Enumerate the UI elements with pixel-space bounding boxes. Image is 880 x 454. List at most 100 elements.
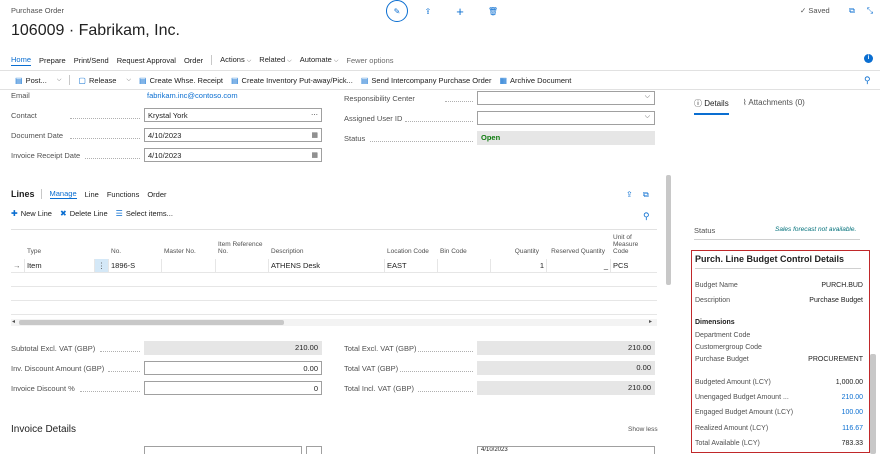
inv-discount-amount-field[interactable]: 0.00 xyxy=(144,361,322,375)
check-icon: ✓ xyxy=(800,6,807,15)
invoice-receipt-date-field[interactable]: 4/10/2023 ▦ xyxy=(144,148,322,162)
assigned-user-select[interactable]: ⌵ xyxy=(477,111,655,125)
engaged-amount-row: Engaged Budget Amount (LCY) 100.00 xyxy=(695,408,863,416)
menu-related[interactable]: Related ⌵ xyxy=(259,55,292,64)
contact-field[interactable]: Krystal York ⋯ xyxy=(144,108,322,122)
menu-print-send[interactable]: Print/Send xyxy=(73,55,109,65)
post-dropdown[interactable]: ⌵ xyxy=(55,77,62,84)
tab-manage[interactable]: Manage xyxy=(49,189,77,199)
cell-reserved-quantity[interactable]: _ xyxy=(546,259,610,273)
cell-type[interactable]: Item xyxy=(24,259,94,273)
document-icon: ▤ xyxy=(230,75,239,85)
total-available-row: Total Available (LCY) 783.33 xyxy=(695,439,863,447)
menu-prepare[interactable]: Prepare xyxy=(39,55,66,65)
tab-details[interactable]: ⓘ Details xyxy=(694,98,729,115)
send-intercompany-button[interactable]: ▤ Send Intercompany Purchase Order xyxy=(360,75,492,85)
scroll-left-icon[interactable]: ◂ xyxy=(12,319,16,325)
new-line-button[interactable]: ✚ New Line xyxy=(11,209,52,218)
personalize-icon[interactable]: ⚲ xyxy=(643,211,650,221)
email-value[interactable]: fabrikam.inc@contoso.com xyxy=(147,91,238,100)
menu-automate[interactable]: Automate ⌵ xyxy=(299,55,339,64)
assigned-user-label: Assigned User ID xyxy=(344,114,403,123)
col-header-bin-code[interactable]: Bin Code xyxy=(440,247,467,255)
leader-dots xyxy=(445,101,473,102)
scroll-right-icon[interactable]: ▸ xyxy=(649,319,653,325)
cell-no[interactable]: 1896-S xyxy=(108,259,161,273)
calendar-icon[interactable]: ▦ xyxy=(311,152,318,159)
factbox-status-value[interactable]: Sales forecast not available. xyxy=(775,226,857,233)
empty-row[interactable] xyxy=(11,301,657,315)
menu-actions[interactable]: Actions ⌵ xyxy=(220,55,252,64)
lines-toolbar: ✚ New Line ✖ Delete Line ☰ Select items... xyxy=(11,209,181,218)
cell-item-reference-no[interactable] xyxy=(215,259,268,273)
tab-functions[interactable]: Functions xyxy=(106,189,140,199)
invoice-discount-pct-field[interactable]: 0 xyxy=(144,381,322,395)
row-menu-icon[interactable]: ⋮ xyxy=(94,259,108,273)
release-button[interactable]: ▢ Release xyxy=(78,75,117,85)
cell-quantity[interactable]: 1 xyxy=(490,259,546,273)
lines-horizontal-scrollbar[interactable] xyxy=(11,319,657,326)
col-header-no[interactable]: No. xyxy=(111,247,122,255)
post-button[interactable]: ▤ Post... xyxy=(15,75,47,85)
show-less-link[interactable]: Show less xyxy=(628,426,658,433)
open-new-window-icon: ⧉ xyxy=(849,6,855,15)
menu-request-approval[interactable]: Request Approval xyxy=(116,55,176,65)
document-date-field[interactable]: 4/10/2023 ▦ xyxy=(144,128,322,142)
info-icon[interactable]: i xyxy=(864,54,873,63)
factbox-scrollbar-thumb[interactable] xyxy=(870,354,876,454)
invoice-detail-button[interactable] xyxy=(306,446,322,454)
release-dropdown[interactable]: ⌵ xyxy=(124,77,131,84)
archive-document-button[interactable]: ▦ Archive Document xyxy=(499,75,572,85)
menu-home[interactable]: Home xyxy=(11,54,32,66)
tab-attachments[interactable]: ⌇ Attachments (0) xyxy=(742,98,805,107)
select-items-button[interactable]: ☰ Select items... xyxy=(115,209,173,218)
calendar-icon[interactable]: ▦ xyxy=(311,132,318,139)
tab-line[interactable]: Line xyxy=(84,189,99,199)
empty-row[interactable] xyxy=(11,273,657,287)
responsibility-center-select[interactable]: ⌵ xyxy=(477,91,655,105)
chevron-down-icon: ⌵ xyxy=(287,58,292,64)
invoice-detail-date-field[interactable]: 4/10/2023 xyxy=(477,446,655,454)
open-new-window-button[interactable]: ⧉ xyxy=(846,5,858,17)
cell-bin-code[interactable] xyxy=(437,259,490,273)
cell-unit-of-measure[interactable]: PCS xyxy=(610,259,657,273)
col-header-quantity[interactable]: Quantity xyxy=(514,247,539,255)
expand-icon[interactable]: ⧉ xyxy=(643,190,649,199)
col-header-reserved-quantity[interactable]: Reserved Quantity xyxy=(551,247,605,255)
main-scrollbar-thumb[interactable] xyxy=(666,175,671,285)
delete-line-icon: ✖ xyxy=(59,209,67,218)
new-button[interactable]: + xyxy=(454,4,466,19)
edit-button[interactable]: ✎ xyxy=(386,0,408,22)
empty-row[interactable] xyxy=(11,287,657,301)
create-inventory-putaway-button[interactable]: ▤ Create Inventory Put-away/Pick... xyxy=(230,75,353,85)
status-label: Status xyxy=(344,134,366,143)
create-whse-receipt-button[interactable]: ▤ Create Whse. Receipt xyxy=(139,75,223,85)
col-header-master-no[interactable]: Master No. xyxy=(164,247,196,255)
document-date-label: Document Date xyxy=(11,131,64,140)
delete-line-button[interactable]: ✖ Delete Line xyxy=(59,209,108,218)
cell-master-no[interactable] xyxy=(161,259,215,273)
col-header-unit-of-measure[interactable]: Unit of Measure Code xyxy=(613,233,639,255)
share-icon[interactable]: ⇪ xyxy=(626,190,633,199)
col-header-item-reference-no[interactable]: Item Reference No. xyxy=(218,240,263,255)
invoice-receipt-date-label: Invoice Receipt Date xyxy=(11,151,81,160)
invoice-detail-field[interactable] xyxy=(144,446,302,454)
more-icon[interactable]: ⋯ xyxy=(311,112,318,119)
cell-description[interactable]: ATHENS Desk xyxy=(268,259,384,273)
menu-fewer-options[interactable]: Fewer options xyxy=(346,55,394,65)
cell-location-code[interactable]: EAST xyxy=(384,259,437,273)
col-header-type[interactable]: Type xyxy=(27,247,42,255)
col-header-description[interactable]: Description xyxy=(271,247,304,255)
delete-button[interactable]: 🗑 xyxy=(487,5,499,17)
lines-scrollbar-thumb[interactable] xyxy=(19,320,284,325)
realized-amount-row: Realized Amount (LCY) 116.67 xyxy=(695,424,863,432)
budget-name-row: Budget Name PURCH.BUD xyxy=(695,281,863,289)
share-button[interactable]: ⇪ xyxy=(422,5,434,17)
invoice-details-title[interactable]: Invoice Details xyxy=(11,424,77,435)
collapse-button[interactable]: ⤡ xyxy=(864,5,876,17)
budget-title-divider xyxy=(695,268,861,269)
tab-order[interactable]: Order xyxy=(147,189,167,199)
pin-icon[interactable]: ⚲ xyxy=(864,75,871,85)
col-header-location-code[interactable]: Location Code xyxy=(387,247,429,255)
menu-order[interactable]: Order xyxy=(183,55,204,65)
